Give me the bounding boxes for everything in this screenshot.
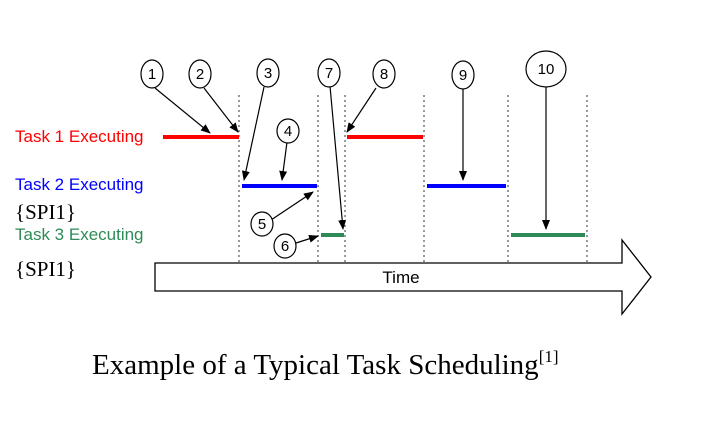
marker-8-number: 8 [380,66,388,83]
marker-3-number: 3 [264,65,272,82]
marker-4-number: 4 [284,123,292,140]
caption-reference: [1] [539,347,559,366]
time-arrow [154,238,652,316]
markers: 1 2 3 4 5 6 7 8 [140,50,567,259]
marker-6-number: 6 [281,238,289,255]
marker-8: 8 [372,59,396,89]
marker-4: 4 [276,118,300,144]
task3-label: Task 3 Executing [15,225,144,244]
spi-label-lower: {SPI1} [15,257,76,281]
marker7-arrow [329,85,347,230]
marker-1-number: 1 [148,66,156,83]
marker2-arrow [203,87,239,133]
marker5-arrow [270,191,314,221]
marker-7: 7 [317,58,341,88]
marker-9-number: 9 [459,67,467,84]
time-label: Time [382,268,419,287]
marker-5-number: 5 [258,216,266,233]
marker4-arrow [279,141,288,181]
marker-9: 9 [451,60,475,90]
spi-label-upper: {SPI1} [15,200,76,224]
task1-label: Task 1 Executing [15,127,144,146]
marker-2-number: 2 [196,66,204,83]
marker8-arrow [346,87,377,133]
task2-label: Task 2 Executing [15,175,144,194]
marker6-arrow [295,234,319,244]
figure-caption: Example of a Typical Task Scheduling[1] [92,347,559,381]
marker-5: 5 [250,211,274,237]
marker1-arrow [154,87,211,134]
execution-bars [163,135,585,237]
marker-10: 10 [525,50,567,88]
pointer-arrows [154,85,550,244]
marker-7-number: 7 [325,65,333,82]
marker-3: 3 [256,58,280,88]
marker-6: 6 [273,233,297,259]
caption-text: Example of a Typical Task Scheduling [92,349,539,381]
marker-10-number: 10 [538,61,555,78]
marker3-arrow [241,86,265,181]
marker-2: 2 [188,59,212,89]
marker-1: 1 [140,59,164,89]
